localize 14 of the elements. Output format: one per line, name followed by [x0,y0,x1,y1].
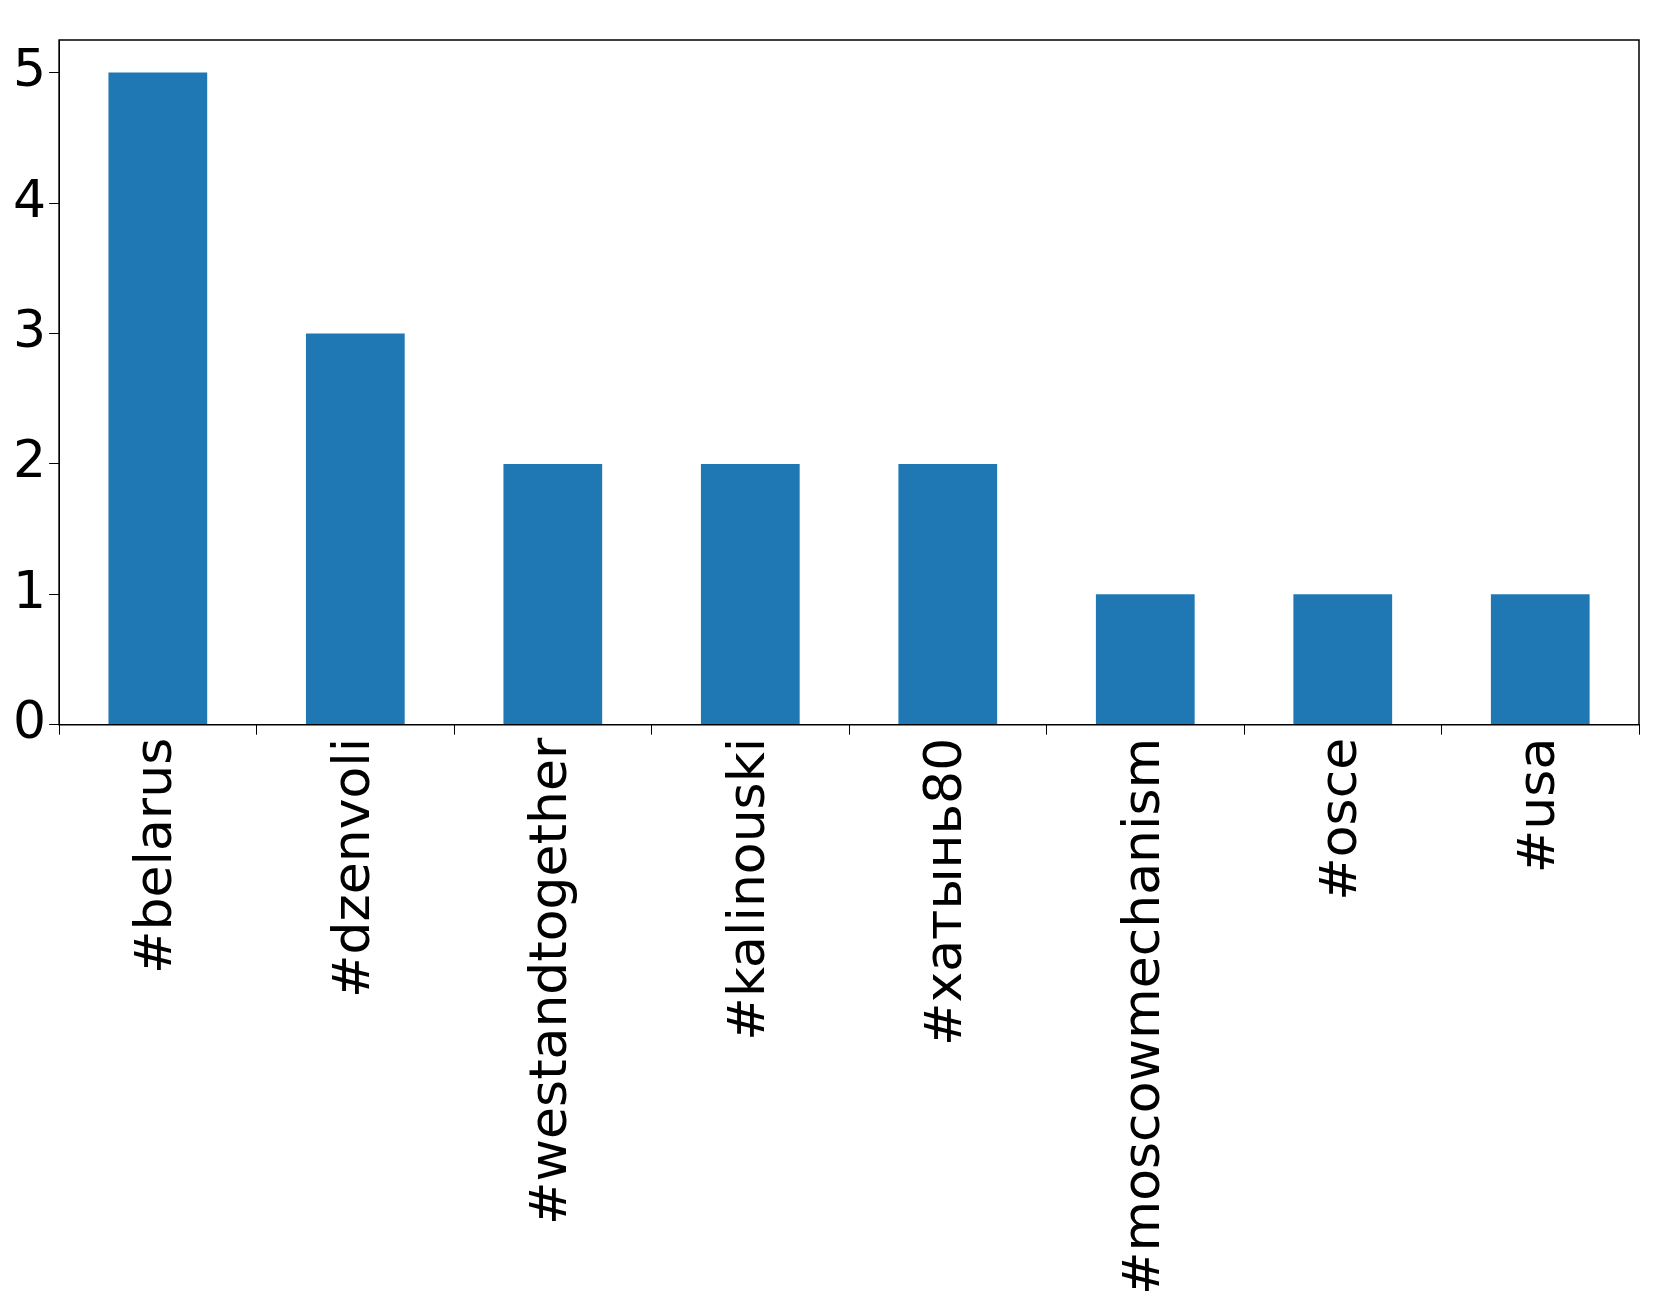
x-tick-label: #kalinouski [715,737,776,1041]
y-tick-label: 4 [12,168,47,229]
y-tick-label: 3 [12,298,47,359]
x-tick-label: #dzenvoli [320,737,381,999]
y-tick-label: 0 [12,690,47,751]
x-tick-label: #moscowmechanism [1110,737,1171,1296]
x-tick-label: #usa [1505,737,1566,874]
y-tick-label: 1 [12,559,47,620]
y-tick-label: 2 [12,429,47,490]
x-tick-label: #belarus [123,737,184,975]
x-tick-label: #osce [1308,737,1369,901]
x-tick-label: #westandtogether [518,737,579,1226]
x-tick-label: #хатынь80 [913,737,974,1047]
y-tick-label: 5 [12,38,47,99]
